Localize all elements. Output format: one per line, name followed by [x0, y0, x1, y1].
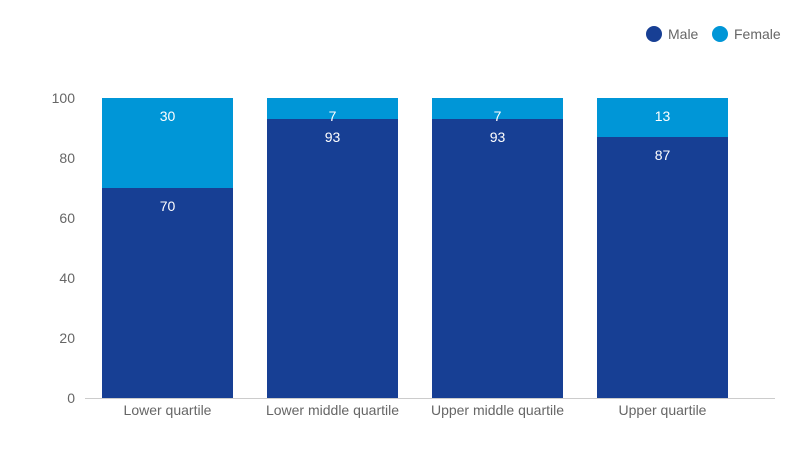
legend-marker-female	[712, 26, 728, 42]
bar-male-2	[432, 119, 563, 398]
y-tick-label: 40	[59, 270, 75, 286]
data-label: 13	[655, 108, 671, 124]
x-tick-label: Upper quartile	[619, 402, 707, 418]
x-tick-label: Lower middle quartile	[266, 402, 399, 418]
data-label: 70	[160, 198, 176, 214]
y-tick-label: 0	[67, 390, 75, 406]
bars: 70 30 93 7 93 7 87 13	[102, 98, 728, 398]
data-label: 93	[325, 129, 341, 145]
bar-female-1	[267, 98, 398, 119]
y-axis: 0 20 40 60 80 100	[52, 90, 76, 406]
legend-label-female: Female	[734, 26, 781, 42]
y-tick-label: 60	[59, 210, 75, 226]
data-label: 93	[490, 129, 506, 145]
legend-marker-male	[646, 26, 662, 42]
data-label: 87	[655, 147, 671, 163]
bar-female-2	[432, 98, 563, 119]
bar-male-0	[102, 188, 233, 398]
bar-female-0	[102, 98, 233, 188]
x-tick-label: Upper middle quartile	[431, 402, 564, 418]
y-tick-label: 100	[52, 90, 76, 106]
bar-female-3	[597, 98, 728, 137]
legend: Male Female	[646, 26, 781, 42]
bar-male-3	[597, 137, 728, 398]
data-label: 30	[160, 108, 176, 124]
data-label: 7	[329, 108, 337, 124]
x-tick-label: Lower quartile	[124, 402, 212, 418]
y-tick-label: 80	[59, 150, 75, 166]
legend-label-male: Male	[668, 26, 699, 42]
data-label: 7	[494, 108, 502, 124]
bar-male-1	[267, 119, 398, 398]
y-tick-label: 20	[59, 330, 75, 346]
x-axis: Lower quartile Lower middle quartile Upper…	[85, 398, 775, 418]
